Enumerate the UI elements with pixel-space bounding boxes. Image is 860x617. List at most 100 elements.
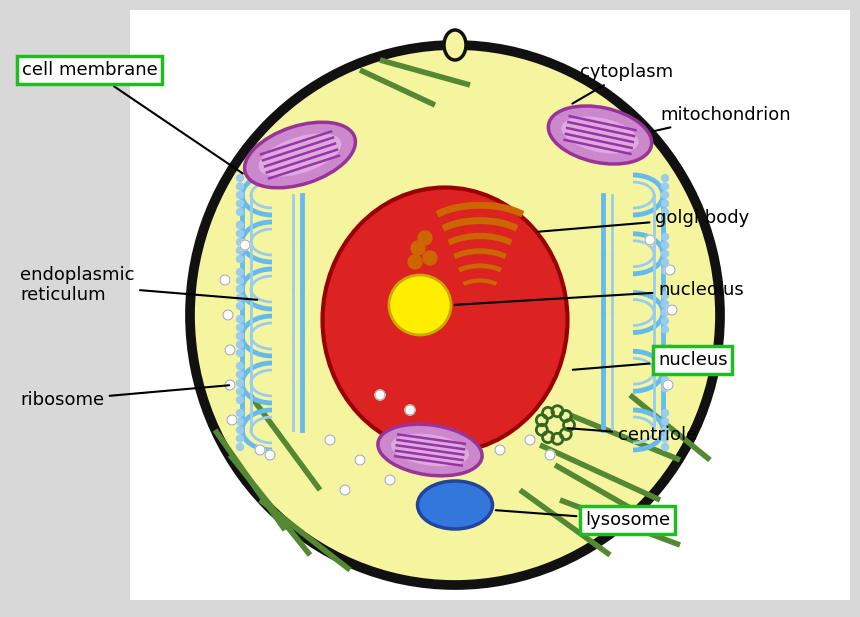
Circle shape [661,326,668,333]
Circle shape [661,209,668,215]
Circle shape [661,292,668,299]
Circle shape [237,371,243,378]
Ellipse shape [244,122,355,188]
Circle shape [237,410,243,416]
Ellipse shape [562,117,639,154]
Circle shape [661,368,668,375]
Circle shape [663,380,673,390]
Circle shape [661,444,668,450]
Circle shape [237,324,243,331]
Circle shape [237,209,243,215]
Circle shape [661,376,668,383]
Ellipse shape [417,481,493,529]
Ellipse shape [378,424,482,476]
Circle shape [237,286,243,292]
Text: nucleolus: nucleolus [455,281,744,305]
Circle shape [418,231,432,245]
Circle shape [237,341,243,348]
Circle shape [645,235,655,245]
Circle shape [237,255,243,262]
Circle shape [661,267,668,274]
Circle shape [237,388,243,395]
Circle shape [661,359,668,366]
Circle shape [225,345,235,355]
Circle shape [385,475,395,485]
Circle shape [237,247,243,254]
Circle shape [237,183,243,190]
Circle shape [661,233,668,240]
Circle shape [340,485,350,495]
Circle shape [237,222,243,228]
Circle shape [227,415,237,425]
Text: lysosome: lysosome [495,510,670,529]
Circle shape [237,435,243,442]
Text: endoplasmic
reticulum: endoplasmic reticulum [20,265,257,304]
Circle shape [237,363,243,370]
Circle shape [667,305,677,315]
Circle shape [661,183,668,190]
Circle shape [223,310,233,320]
Circle shape [237,294,243,301]
Ellipse shape [259,133,341,176]
Text: nucleus: nucleus [573,351,728,370]
Circle shape [408,255,422,269]
Text: cell membrane: cell membrane [22,61,243,173]
Circle shape [525,435,535,445]
Circle shape [237,230,243,237]
Circle shape [495,445,505,455]
Circle shape [661,435,668,442]
Circle shape [237,302,243,310]
Circle shape [661,426,668,434]
Ellipse shape [549,106,652,164]
Circle shape [237,379,243,386]
Text: golgi body: golgi body [538,209,749,232]
Circle shape [237,426,243,434]
Circle shape [237,175,243,181]
Circle shape [661,318,668,325]
Circle shape [237,333,243,339]
Circle shape [240,240,250,250]
Circle shape [237,315,243,323]
Ellipse shape [190,45,720,585]
Circle shape [237,200,243,207]
Circle shape [375,390,385,400]
Ellipse shape [444,30,466,60]
Circle shape [661,191,668,199]
Text: mitochondrion: mitochondrion [653,106,790,131]
Circle shape [661,242,668,249]
Circle shape [661,309,668,316]
Text: ribosome: ribosome [20,385,230,409]
Circle shape [265,450,275,460]
Circle shape [661,175,668,181]
Circle shape [325,435,335,445]
Circle shape [237,418,243,425]
Circle shape [237,277,243,284]
Circle shape [661,300,668,307]
Circle shape [661,410,668,416]
Circle shape [405,405,415,415]
Circle shape [411,241,425,255]
Circle shape [661,385,668,392]
Circle shape [237,444,243,450]
Text: centriole: centriole [568,426,697,444]
Circle shape [423,251,437,265]
Circle shape [220,275,230,285]
Circle shape [661,350,668,358]
Ellipse shape [322,188,568,452]
FancyBboxPatch shape [130,10,850,600]
Circle shape [545,450,555,460]
Circle shape [237,349,243,357]
Ellipse shape [389,275,451,335]
Circle shape [237,397,243,404]
Circle shape [237,191,243,199]
Circle shape [661,418,668,425]
Circle shape [665,345,675,355]
Circle shape [661,200,668,207]
Circle shape [355,455,365,465]
Circle shape [665,265,675,275]
Circle shape [661,251,668,257]
Circle shape [237,239,243,246]
Text: cytoplasm: cytoplasm [573,63,673,104]
Ellipse shape [391,434,469,466]
Circle shape [225,380,235,390]
